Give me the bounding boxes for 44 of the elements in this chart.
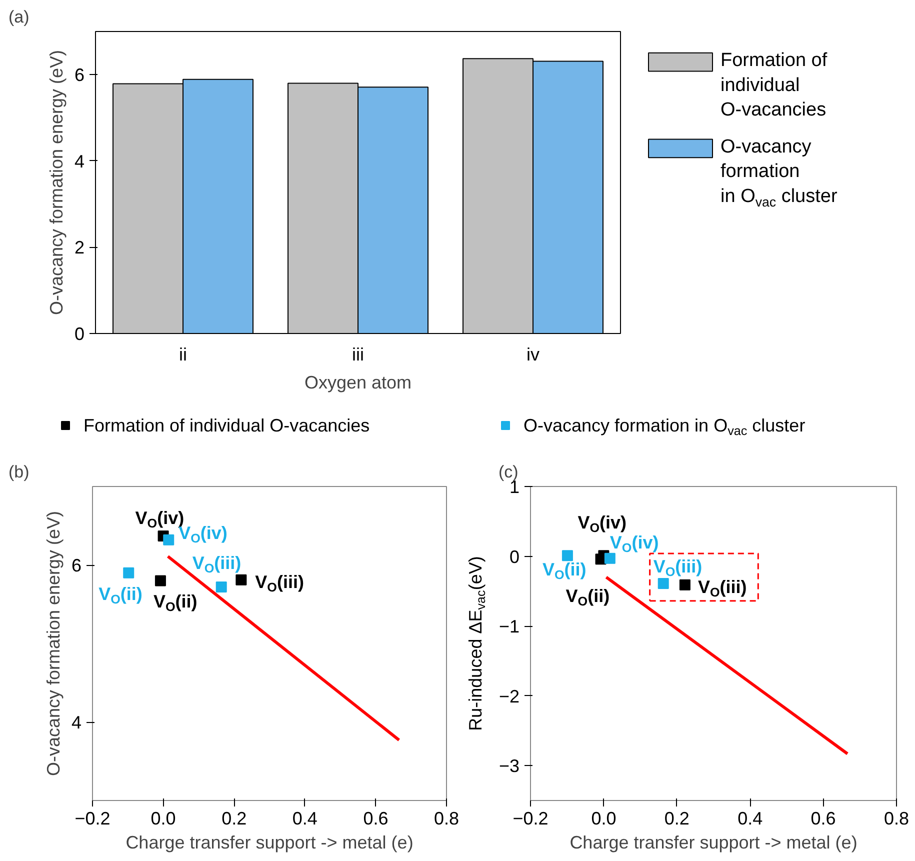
x-tick-label: −0.2 — [512, 808, 548, 828]
x-tick-label: 0.8 — [884, 808, 910, 828]
y-tick-label: 6 — [71, 556, 82, 576]
x-tick-label: 0.0 — [150, 808, 176, 828]
x-tick-label: 0.2 — [222, 808, 247, 828]
x-tick-label: iv — [526, 344, 540, 364]
y-axis-title: O-vacancy formation energy (eV) — [43, 510, 64, 776]
point — [123, 567, 134, 578]
x-tick-label: iii — [352, 344, 364, 364]
legend-label: Formation of individual O-vacancies — [84, 416, 370, 436]
point — [236, 574, 247, 586]
x-axis-title: Oxygen atom — [304, 372, 412, 392]
x-tick-label: 0.6 — [810, 808, 836, 828]
y-tick-label: 4 — [74, 151, 85, 172]
legend-label: Formation of individual O-vacancies — [720, 50, 828, 120]
x-axis-title: Charge transfer support -> metal (e) — [126, 832, 414, 852]
x-tick-label: 0.8 — [434, 808, 460, 828]
x-tick-label: ii — [179, 344, 187, 364]
y-axis-title: Ru-induced ΔEvac(eV) — [466, 556, 488, 731]
x-tick-label: 0.4 — [738, 808, 763, 828]
y-tick-label: −3 — [498, 756, 520, 776]
x-axis-title: Charge transfer support -> metal (e) — [570, 832, 858, 852]
point — [216, 581, 227, 592]
y-tick-label: 4 — [71, 712, 82, 732]
x-tick-label: 0.2 — [664, 808, 690, 828]
y-tick-label: −2 — [498, 686, 520, 706]
point — [163, 534, 174, 546]
chart-title: (b) — [8, 462, 30, 482]
x-tick-label: 0.0 — [591, 808, 616, 828]
point — [679, 579, 690, 590]
y-tick-label: 6 — [74, 65, 85, 86]
y-tick-label: 2 — [74, 238, 85, 258]
y-tick-label: 0 — [509, 546, 520, 567]
x-tick-label: 0.6 — [363, 808, 388, 828]
y-tick-label: 0 — [74, 324, 85, 344]
point — [154, 575, 166, 586]
point — [658, 578, 669, 589]
point — [562, 550, 573, 562]
point — [604, 552, 616, 564]
x-tick-label: −0.2 — [74, 808, 110, 828]
y-tick-label: −1 — [498, 616, 520, 637]
x-tick-label: 0.4 — [292, 808, 318, 828]
y-axis-title: O-vacancy formation energy (eV) — [46, 50, 66, 316]
chart-title: (a) — [8, 8, 30, 26]
